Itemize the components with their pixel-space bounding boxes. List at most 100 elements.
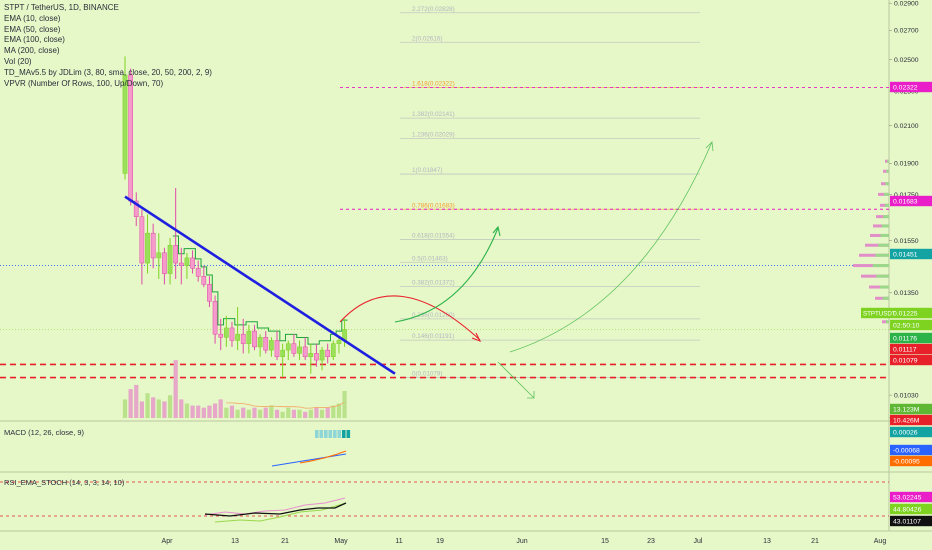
volume-bar bbox=[207, 405, 212, 418]
candle-body bbox=[325, 349, 331, 357]
price-tag-label: 0.02322 bbox=[893, 85, 918, 92]
price-axis-label: 0.02500 bbox=[894, 57, 919, 64]
macd-histogram-bar bbox=[328, 430, 333, 438]
rsi-line bbox=[204, 502, 347, 517]
volume-profile-bar bbox=[873, 224, 889, 228]
legend-indicator-ema50[interactable]: EMA (50, close) bbox=[4, 24, 61, 34]
fib-level-label: 0.146(0.01191) bbox=[412, 333, 454, 340]
price-axis-label: 0.01030 bbox=[894, 393, 919, 400]
price-axis-label: 0.02900 bbox=[894, 1, 919, 8]
projection-line-down bbox=[497, 361, 535, 399]
volume-profile-bar bbox=[882, 296, 889, 300]
rsi-tag-label: 53.02245 bbox=[893, 495, 922, 502]
candle-body bbox=[330, 343, 336, 357]
volume-profile-bar bbox=[880, 233, 889, 237]
volume-bar bbox=[122, 399, 128, 418]
volume-profile-bar bbox=[861, 274, 889, 278]
price-tag-box bbox=[890, 195, 932, 207]
fib-level-label: 2.272(0.02828) bbox=[412, 6, 455, 13]
volume-profile-bar bbox=[880, 203, 889, 207]
time-axis-label: Jul bbox=[694, 538, 703, 545]
volume-bar bbox=[134, 384, 139, 418]
macd-histogram-bar bbox=[346, 430, 351, 438]
volume-bar bbox=[201, 407, 206, 418]
ticker-tag-label: STPTUSDT bbox=[863, 311, 896, 318]
price-tag-box bbox=[890, 307, 932, 319]
projection-arc-red bbox=[339, 295, 481, 341]
price-tag-label: 0.01451 bbox=[893, 252, 918, 259]
legend-indicator-ema10[interactable]: EMA (10, close) bbox=[4, 13, 61, 23]
price-tag-label: 0.01176 bbox=[893, 336, 917, 343]
volume-bar bbox=[235, 409, 240, 418]
volume-bar bbox=[167, 395, 173, 418]
fib-level-label: 1(0.01847) bbox=[412, 167, 442, 174]
price-tag-box bbox=[890, 248, 932, 260]
volume-bar bbox=[280, 411, 285, 418]
macd-tag-box bbox=[890, 426, 932, 438]
volume-bar bbox=[336, 403, 342, 418]
volume-bar bbox=[224, 407, 229, 418]
macd-line bbox=[271, 453, 347, 467]
fib-retracement: 2.272(0.02828) 2(0.02616) 1.618(0.02322) 1.… bbox=[400, 6, 700, 378]
volume-profile-bar bbox=[882, 320, 889, 324]
time-axis-label: Aug bbox=[874, 538, 887, 545]
macd-histogram-bar bbox=[342, 430, 346, 438]
candle-body bbox=[252, 330, 257, 348]
rsi-pane-title[interactable]: RSI_EMA_STOCH (14, 3, 3, 14, 10) bbox=[4, 478, 125, 487]
volume-profile-bar bbox=[875, 253, 889, 257]
volume-bar bbox=[303, 411, 308, 418]
volume-bar bbox=[156, 399, 161, 418]
price-axis-label: 0.01350 bbox=[894, 290, 919, 297]
price-tag-box bbox=[890, 414, 932, 426]
volume-bar bbox=[258, 409, 263, 418]
candle-body bbox=[145, 232, 150, 264]
volume-bar bbox=[252, 407, 257, 418]
macd-tag-label: -0.00068 bbox=[893, 448, 920, 455]
candle-body bbox=[319, 349, 325, 361]
fib-level-label: 0.786(0.01683) bbox=[412, 202, 455, 209]
candle-body bbox=[291, 343, 297, 354]
time-axis-label: Apr bbox=[162, 538, 174, 545]
time-axis-label: 19 bbox=[436, 538, 444, 545]
ticker-tag-box bbox=[861, 307, 890, 319]
candle-body bbox=[240, 333, 246, 344]
volume-profile-bar bbox=[869, 285, 889, 289]
price-tag-label: 02:50:10 bbox=[893, 323, 920, 330]
rsi-ema-line bbox=[214, 502, 347, 523]
volume-bar bbox=[325, 407, 330, 418]
legend-indicator-tdma[interactable]: TD_MAv5.5 by JDLim (3, 80, sma, close, 2… bbox=[4, 67, 212, 77]
arrow-head bbox=[705, 141, 714, 152]
volume-bar bbox=[139, 401, 144, 418]
legend-indicator-ema100[interactable]: EMA (100, close) bbox=[4, 35, 65, 45]
macd-pane-title[interactable]: MACD (12, 26, close, 9) bbox=[4, 428, 85, 437]
volume-profile-bar bbox=[883, 169, 889, 173]
price-tag-label: 0.01079 bbox=[893, 358, 918, 365]
price-axis-label: 0.02700 bbox=[894, 28, 919, 35]
volume-profile-bar bbox=[876, 274, 889, 278]
legend-symbol[interactable]: STPT / TetherUS, 1D, BINANCE bbox=[4, 3, 119, 12]
time-axis-label: 11 bbox=[395, 538, 402, 545]
legend-indicator-ma200[interactable]: MA (200, close) bbox=[4, 46, 60, 56]
candle-body bbox=[308, 353, 314, 357]
candle-body bbox=[302, 346, 308, 357]
volume-bar bbox=[291, 409, 296, 418]
trendline bbox=[124, 195, 396, 375]
time-axis-label: Jun bbox=[516, 538, 527, 545]
rsi-tag-label: 43.01107 bbox=[893, 519, 921, 526]
price-tag-box bbox=[890, 319, 932, 331]
volume-bar bbox=[190, 405, 195, 418]
time-axis: Apr 13 21 May 11 19 Jun 15 23 Jul 13 21 Aug bbox=[162, 538, 887, 545]
volume-profile-bar bbox=[872, 264, 889, 268]
legend-indicator-volume[interactable]: Vol (20) bbox=[4, 56, 32, 66]
legend-indicator-vpvr[interactable]: VPVR (Number Of Rows, 100, Up/Down, 70) bbox=[4, 78, 164, 88]
fib-level-label: 0.618(0.01554) bbox=[412, 232, 455, 239]
time-axis-label: May bbox=[334, 538, 348, 545]
volume-profile-bar bbox=[885, 159, 889, 163]
volume-bar bbox=[274, 409, 280, 418]
price-tag-label: 13.123M bbox=[893, 407, 920, 414]
arrow-head bbox=[492, 225, 501, 237]
fib-level-label: 0.382(0.01372) bbox=[412, 280, 455, 287]
volume-profile bbox=[853, 159, 889, 324]
